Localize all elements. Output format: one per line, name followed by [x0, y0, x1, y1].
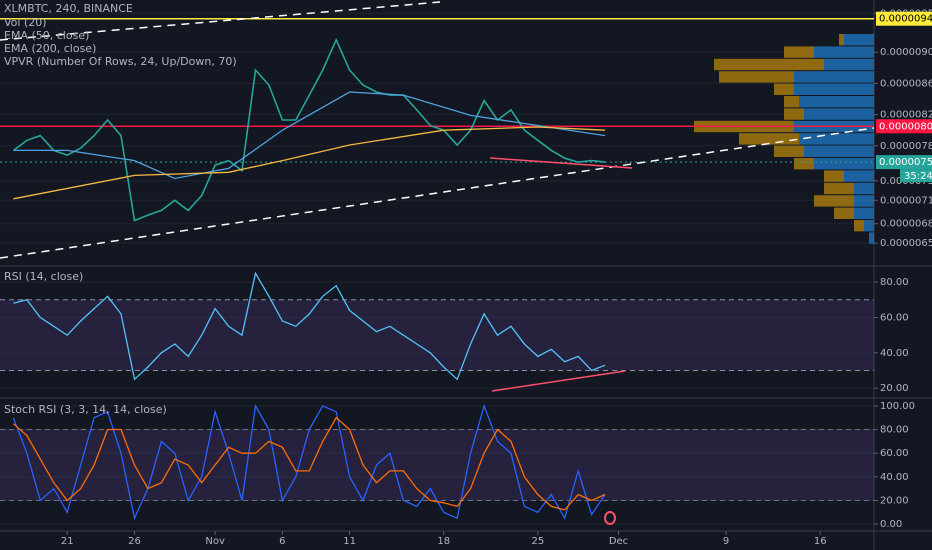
y-tick-label: 40.00 [880, 472, 909, 483]
indicator-label: Stoch RSI (3, 3, 14, 14, close) [4, 403, 167, 416]
divergence-line [489, 157, 633, 169]
indicator-label: EMA (200, close) [4, 42, 96, 55]
vpvr-up [854, 207, 874, 219]
vpvr-up [854, 195, 874, 207]
band-fill [0, 299, 874, 371]
price-label-box [876, 11, 932, 26]
vpvr-down [794, 158, 814, 170]
vpvr-up [864, 220, 874, 232]
vpvr-up [869, 232, 874, 244]
trendline [0, 1, 441, 41]
y-tick-label: 80.00 [880, 277, 909, 288]
vpvr-up [804, 108, 874, 120]
vpvr-down [824, 170, 844, 182]
vpvr-down [854, 220, 864, 232]
indicator-label: Vol (20) [4, 16, 47, 29]
trendline [0, 127, 875, 259]
y-tick-label: 40.00 [880, 348, 909, 359]
series-line [12, 37, 606, 222]
price-label-box [876, 155, 932, 170]
indicator-label: RSI (14, close) [4, 270, 83, 283]
y-tick-label: 80.00 [880, 425, 909, 436]
x-tick-label: 18 [437, 536, 450, 547]
vpvr-up [794, 83, 874, 95]
vpvr-down [784, 108, 804, 120]
x-tick-label: 11 [343, 536, 356, 547]
vpvr-up [799, 96, 874, 108]
countdown-box [900, 169, 932, 183]
vpvr-down [739, 133, 799, 145]
vpvr-down [784, 46, 814, 58]
price-label: 0.00000943 [879, 14, 932, 25]
x-tick-label: 21 [61, 536, 74, 547]
x-tick-label: Dec [609, 536, 628, 547]
series-line [12, 416, 606, 511]
indicator-label: EMA (50, close) [4, 29, 89, 42]
series-line [13, 271, 606, 381]
y-tick-label: 60.00 [880, 448, 909, 459]
x-tick-label: 9 [723, 536, 729, 547]
price-axis [874, 0, 932, 550]
series-line [12, 403, 606, 521]
vpvr-up [794, 71, 874, 83]
vpvr-up [814, 158, 874, 170]
axes: 0.000009500.000009000.000008600.00000820… [61, 8, 932, 547]
vpvr-down [774, 83, 794, 95]
vpvr-down [784, 96, 799, 108]
divergence-line [491, 370, 626, 392]
vpvr-down [839, 34, 844, 46]
price-label-box [876, 119, 932, 134]
legend: XLMBTC, 240, BINANCE Vol (20) EMA (50, c… [4, 2, 237, 416]
vpvr-down [824, 182, 854, 195]
vpvr-down [834, 207, 854, 219]
series-line [13, 91, 606, 180]
price-label: 0.00000805 [879, 121, 932, 132]
vpvr-down [774, 145, 804, 157]
vpvr-up [844, 170, 874, 182]
vpvr-up [844, 34, 874, 46]
y-tick-label: 0.00 [880, 519, 902, 530]
x-tick-label: 16 [814, 536, 827, 547]
series-line [13, 126, 606, 200]
plot [0, 12, 874, 525]
drawings [0, 1, 875, 525]
symbol-title: XLMBTC, 240, BINANCE [4, 2, 133, 15]
y-tick-label: 60.00 [880, 312, 909, 323]
x-tick-label: 6 [279, 536, 285, 547]
vpvr-down [814, 195, 854, 207]
y-tick-label: 100.00 [880, 401, 915, 412]
y-tick-label: 20.00 [880, 495, 909, 506]
vpvr-up [804, 145, 874, 157]
vpvr-up [824, 58, 874, 71]
band-fill [0, 429, 874, 501]
vpvr-down [714, 58, 824, 71]
vpvr-up [854, 182, 874, 195]
vpvr-up [814, 46, 874, 58]
highlight-circle [604, 511, 616, 525]
price-label: 0.00000759 [879, 157, 932, 168]
y-tick-label: 20.00 [880, 383, 909, 394]
indicator-label: VPVR (Number Of Rows, 24, Up/Down, 70) [4, 55, 237, 68]
x-tick-label: 26 [128, 536, 141, 547]
vpvr-up [799, 133, 874, 145]
countdown: 35:24 [904, 171, 932, 182]
y-tick-label: 0.00000655 [880, 238, 932, 249]
vpvr-down [719, 71, 794, 83]
x-tick-label: 25 [531, 536, 544, 547]
x-tick-label: Nov [205, 536, 225, 547]
